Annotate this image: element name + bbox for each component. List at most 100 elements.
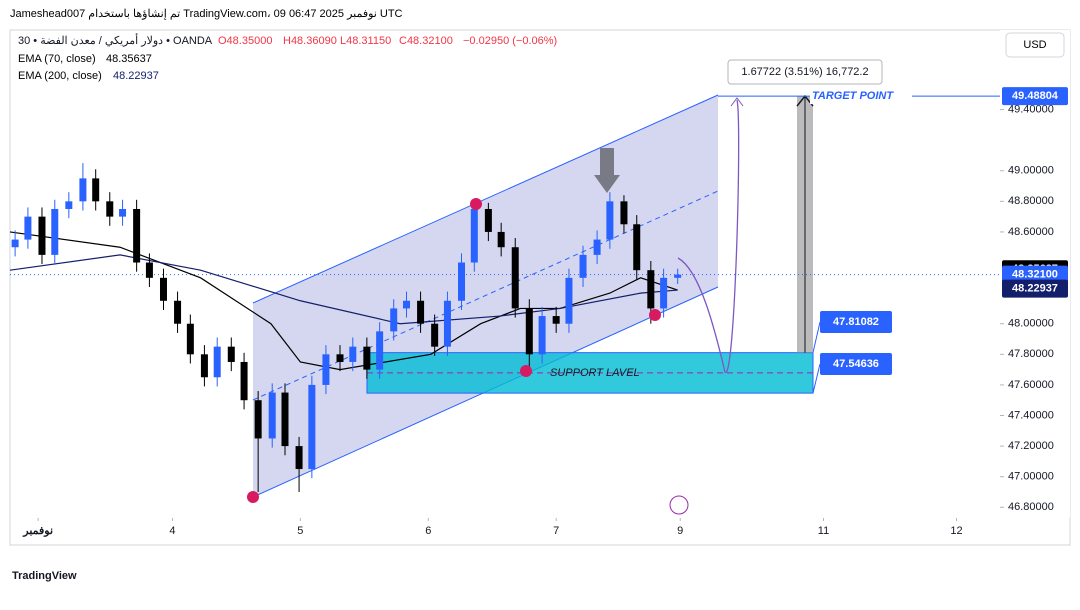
price-badge-label: 49.48804 bbox=[1012, 90, 1059, 102]
channel-mid bbox=[252, 190, 719, 401]
candle-body bbox=[470, 208, 478, 263]
y-tick-label: 48.00000 bbox=[1008, 318, 1054, 330]
y-tick-label: 48.80000 bbox=[1008, 195, 1054, 207]
candle-body bbox=[106, 201, 114, 217]
y-tick-label: 47.60000 bbox=[1008, 379, 1054, 391]
symbol: 30 • دولار أمريكي / معدن الفضة • OANDA bbox=[18, 33, 213, 47]
price-badge bbox=[1002, 265, 1068, 284]
ohlc-close: C48.32100 bbox=[399, 35, 453, 47]
x-tick-label: 9 bbox=[677, 525, 683, 537]
candle-body bbox=[497, 231, 505, 248]
candle-body bbox=[119, 208, 127, 217]
candle-body bbox=[579, 254, 587, 278]
point bbox=[520, 365, 532, 377]
ema70-label: EMA (70, close) bbox=[18, 53, 96, 65]
y-tick-label: 46.80000 bbox=[1008, 501, 1054, 513]
candle-body bbox=[213, 346, 221, 378]
candle-body bbox=[308, 384, 316, 470]
ohlc-open: O48.35000 bbox=[218, 35, 272, 47]
candle-body bbox=[417, 300, 425, 324]
price-badge-label: 48.22937 bbox=[1012, 283, 1058, 295]
brand: TradingView bbox=[12, 570, 77, 582]
candle-body bbox=[268, 392, 276, 439]
candle-body bbox=[660, 277, 668, 309]
candle-body bbox=[79, 178, 87, 202]
candle-body bbox=[431, 323, 439, 347]
down-arrow bbox=[594, 148, 620, 193]
x-tick-label: 12 bbox=[950, 525, 962, 537]
candle-body bbox=[200, 354, 208, 378]
y-tick-label: 47.20000 bbox=[1008, 440, 1054, 452]
candle-body bbox=[552, 316, 560, 324]
support-badge-label: 47.81082 bbox=[833, 316, 879, 328]
candle-body bbox=[620, 201, 628, 225]
candle-body bbox=[24, 216, 32, 240]
candle-body bbox=[65, 201, 73, 209]
y-tick-label: 47.00000 bbox=[1008, 471, 1054, 483]
ema200-label: EMA (200, close) bbox=[18, 70, 102, 82]
candle-body bbox=[322, 354, 330, 385]
price-badge-label: 48.32100 bbox=[1012, 269, 1058, 281]
x-tick-label: نوفمبر bbox=[22, 525, 53, 537]
candle-body bbox=[511, 247, 519, 309]
candle-body bbox=[525, 308, 533, 355]
point bbox=[470, 198, 482, 210]
projection-arrow bbox=[730, 97, 744, 107]
candle-body bbox=[484, 208, 492, 232]
y-tick-label: 48.60000 bbox=[1008, 226, 1054, 238]
y-tick-label: 49.40000 bbox=[1008, 103, 1054, 115]
candle-body bbox=[38, 216, 46, 255]
candle-body bbox=[240, 361, 248, 401]
x-tick-label: 7 bbox=[553, 525, 559, 537]
candle-body bbox=[363, 346, 371, 370]
candle-body bbox=[254, 400, 262, 439]
candle-body bbox=[633, 224, 641, 271]
candle-body bbox=[186, 323, 194, 355]
y-tick-label: 47.40000 bbox=[1008, 409, 1054, 421]
candle-body bbox=[376, 331, 384, 370]
ohlc-change: −0.02950 (−0.06%) bbox=[463, 35, 557, 47]
candle-body bbox=[336, 354, 344, 362]
ema200-value: 48.22937 bbox=[113, 70, 159, 82]
event-icon[interactable] bbox=[669, 495, 689, 515]
x-tick-label: 6 bbox=[425, 525, 431, 537]
candle-body bbox=[51, 208, 59, 255]
ema70-value: 48.35637 bbox=[106, 53, 152, 65]
candle-body bbox=[390, 308, 398, 332]
support-connector bbox=[812, 321, 821, 353]
measure-box bbox=[727, 59, 883, 85]
projection-curve bbox=[677, 99, 740, 373]
support-connector bbox=[812, 363, 821, 394]
price-badge bbox=[1002, 87, 1068, 106]
candle-body bbox=[281, 392, 289, 447]
currency-button[interactable] bbox=[1005, 32, 1065, 58]
x-tick-label: 5 bbox=[297, 525, 303, 537]
point bbox=[649, 309, 661, 321]
candle-body bbox=[674, 274, 682, 278]
candle-body bbox=[159, 277, 167, 301]
candle-body bbox=[349, 346, 357, 362]
candle-body bbox=[92, 178, 100, 202]
y-tick-label: 49.00000 bbox=[1008, 165, 1054, 177]
support-label: SUPPORT LAVEL bbox=[550, 367, 640, 379]
author-line: Jameshead007 تم إنشاؤها باستخدام Trading… bbox=[10, 8, 403, 20]
candle-body bbox=[133, 208, 141, 263]
ohlc-high: H48.36090 bbox=[283, 35, 337, 47]
x-tick-label: 4 bbox=[169, 525, 175, 537]
x-tick-label: 11 bbox=[818, 525, 829, 537]
candle-body bbox=[443, 300, 451, 347]
target-label-bg bbox=[810, 88, 912, 105]
support-badge-label: 47.54636 bbox=[833, 358, 879, 370]
candle-body bbox=[565, 277, 573, 324]
support-badge bbox=[820, 353, 892, 375]
candle-body bbox=[295, 446, 303, 470]
ohlc-low: L48.31150 bbox=[340, 35, 391, 47]
price-badge bbox=[1002, 279, 1068, 298]
point bbox=[247, 491, 259, 503]
candle-body bbox=[538, 316, 546, 355]
candle-body bbox=[174, 300, 182, 324]
candle-body bbox=[606, 201, 614, 240]
candle-body bbox=[593, 239, 601, 255]
currency: USD bbox=[1023, 39, 1046, 51]
